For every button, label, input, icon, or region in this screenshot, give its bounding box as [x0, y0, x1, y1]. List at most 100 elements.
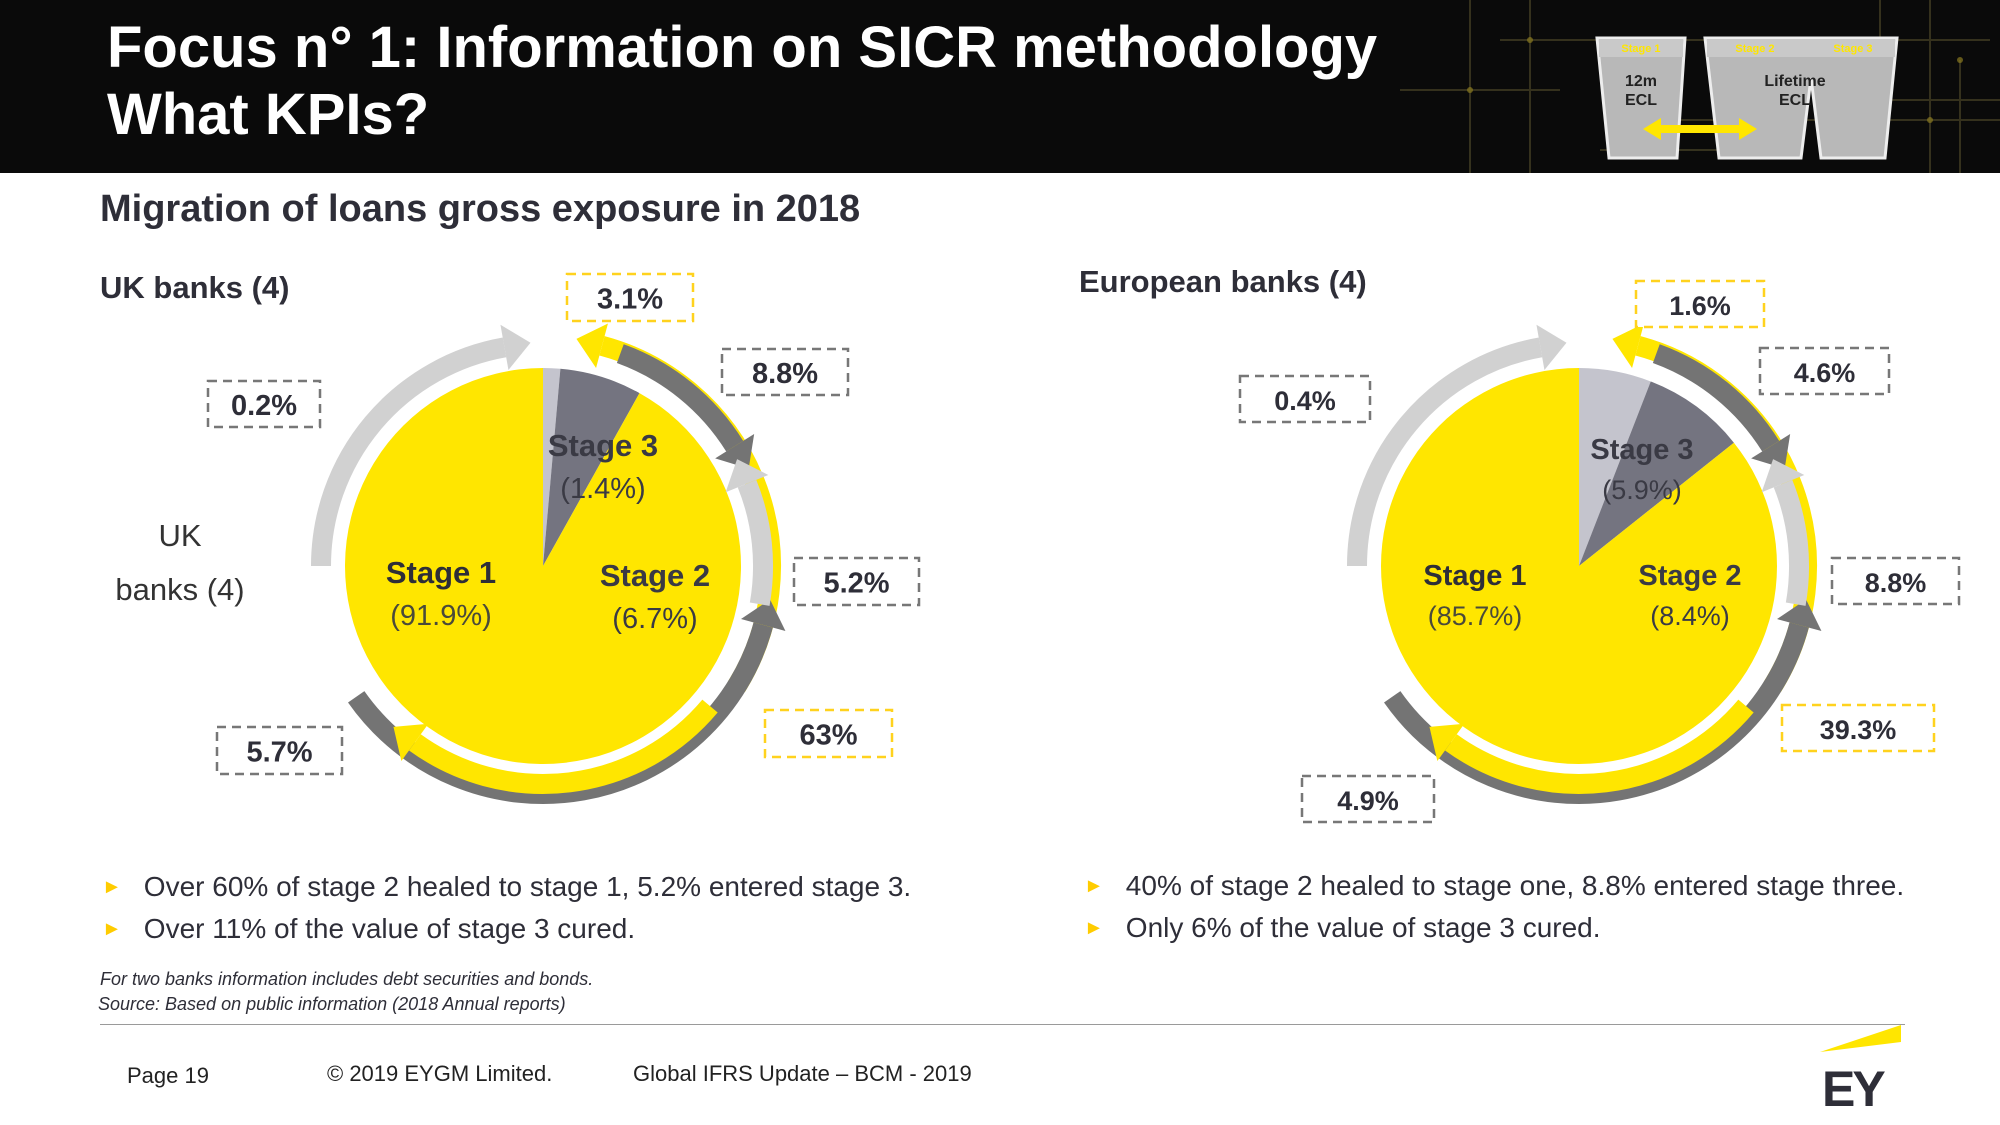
uk-migration-value-6: 8.8%: [752, 358, 818, 390]
eu-bullet-1: ► 40% of stage 2 healed to stage one, 8.8…: [1084, 870, 1904, 902]
bucket-lifetime-label-line1: Lifetime: [1764, 73, 1825, 90]
uk-label-stage-2: Stage 2: [600, 558, 710, 593]
header-banner: Focus n° 1: Information on SICR methodol…: [0, 0, 2000, 173]
double-arrow-icon: [1643, 118, 1757, 140]
eu-label-stage-3: Stage 3: [1590, 434, 1693, 466]
eu-migration-arrow-1: [1347, 337, 1543, 567]
eu-migration-value-3: 39.3%: [1820, 715, 1897, 745]
page-title-line1: Focus n° 1: Information on SICR methodol…: [107, 15, 1378, 80]
uk-panel-title: UK banks (4): [100, 270, 290, 305]
footer-divider: [100, 1024, 1905, 1025]
uk-value-stage-2: (6.7%): [612, 603, 697, 635]
eu-bullet-1-text: 40% of stage 2 healed to stage one, 8.8%…: [1125, 870, 1905, 901]
eu-migration-value-6: 4.6%: [1794, 358, 1856, 388]
bucket-12m-label-line2: ECL: [1625, 92, 1657, 109]
bucket-12m-label-line1: 12m: [1625, 73, 1657, 90]
uk-bullet-1: ► Over 60% of stage 2 healed to stage 1, …: [102, 871, 911, 903]
page-number: Page 19: [127, 1063, 209, 1088]
eu-migration-value-5: 1.6%: [1669, 291, 1731, 321]
eu-slice-stage-1: [1381, 368, 1777, 764]
eu-bullet-2: ► Only 6% of the value of stage 3 cured.: [1084, 912, 1601, 944]
eu-arrowhead-2-icon: [1612, 323, 1644, 368]
uk-bullet-1-text: Over 60% of stage 2 healed to stage 1, 5…: [143, 871, 912, 902]
eu-arrowhead-1-icon: [1536, 324, 1567, 371]
uk-bullet-2-text: Over 11% of the value of stage 3 cured.: [143, 913, 636, 944]
uk-label-stage-1: Stage 1: [386, 555, 496, 590]
uk-migration-chart: Stage 1 (91.9%) Stage 2 (6.7%) Stage 3 (1.4%)…: [206, 272, 921, 804]
copyright-text: © 2019 EYGM Limited.: [327, 1061, 553, 1086]
uk-migration-arrow-1: [311, 337, 507, 567]
uk-migration-arrow-6: [737, 479, 774, 606]
uk-migration-value-2: 0.2%: [231, 390, 297, 422]
ey-logo-text: EY: [1822, 1061, 1885, 1112]
bullet-arrow-icon: ►: [1084, 875, 1104, 897]
uk-migration-arrow-5: [409, 699, 718, 794]
eu-value-stage-2: (8.4%): [1650, 601, 1730, 631]
uk-migration-box-3: [763, 708, 894, 759]
eu-slice-stage-3: [1579, 368, 1651, 566]
uk-slice-stage-2: [543, 368, 640, 566]
eu-migration-chart: Stage 1 (85.7%) Stage 2 (8.4%) Stage 3 (5.9%)…: [1238, 279, 1961, 824]
eu-migration-arrow-5: [1445, 699, 1754, 794]
uk-value-stage-3: (1.4%): [560, 473, 645, 505]
eu-migration-box-2: [1238, 374, 1372, 424]
deck-title: Global IFRS Update – BCM - 2019: [633, 1061, 972, 1086]
eu-arrowhead-4-icon: [1777, 599, 1822, 631]
section-subtitle: Migration of loans gross exposure in 201…: [100, 188, 861, 230]
eu-migration-box-5: [1634, 279, 1766, 329]
ey-logo: EY: [1820, 1025, 1901, 1112]
uk-migration-value-1: 5.7%: [246, 737, 312, 769]
eu-label-stage-2: Stage 2: [1638, 560, 1741, 592]
uk-migration-value-3: 63%: [799, 720, 857, 752]
eu-value-stage-3: (5.9%): [1602, 475, 1682, 505]
uk-migration-box-2: [206, 379, 322, 429]
page-title-line2: What KPIs?: [107, 82, 430, 147]
bullet-arrow-icon: ►: [102, 876, 122, 898]
eu-value-stage-1: (85.7%): [1428, 601, 1523, 631]
uk-migration-box-6: [720, 347, 850, 397]
eu-slice-stage-2: [1579, 381, 1734, 566]
stage-tab-2: Stage 2: [1735, 43, 1774, 55]
uk-side-label-line1: UK: [158, 518, 201, 553]
uk-bullet-2: ► Over 11% of the value of stage 3 cured.: [102, 913, 635, 945]
ecl-buckets-graphic: Stage 1 12m ECL Stage 2 Stage 3 Lifetime…: [1595, 36, 1899, 160]
eu-migration-value-2: 0.4%: [1274, 386, 1336, 416]
bullet-arrow-icon: ►: [1084, 917, 1104, 939]
uk-side-label-line2: banks (4): [115, 572, 244, 607]
eu-migration-box-6: [1758, 346, 1891, 396]
bullet-arrow-icon: ►: [102, 918, 122, 940]
eu-migration-box-3: [1780, 703, 1936, 753]
uk-migration-value-4: 5.2%: [823, 568, 889, 600]
eu-migration-arrow-6: [1773, 479, 1810, 606]
uk-arrowhead-5-icon: [393, 723, 429, 761]
uk-arrowhead-1-icon: [500, 324, 531, 371]
footnote-debt-securities: For two banks information includes debt …: [100, 969, 594, 989]
eu-migration-box-1: [1300, 774, 1436, 824]
uk-arrowhead-2-icon: [576, 323, 608, 368]
eu-panel-title: European banks (4): [1079, 264, 1367, 299]
uk-arrowhead-4-icon: [741, 599, 786, 631]
uk-migration-value-5: 3.1%: [597, 284, 663, 316]
uk-arrowhead-3-icon: [715, 434, 755, 469]
eu-migration-box-4: [1830, 556, 1961, 606]
eu-migration-value-4: 8.8%: [1865, 568, 1927, 598]
uk-migration-box-4: [792, 556, 921, 607]
stage-tab-1: Stage 1: [1621, 43, 1660, 55]
ey-logo-beam: [1820, 1025, 1901, 1052]
eu-migration-arrow-3: [1652, 344, 1780, 452]
stage-tab-3: Stage 3: [1833, 43, 1872, 55]
uk-value-stage-1: (91.9%): [390, 600, 492, 632]
eu-migration-value-1: 4.9%: [1337, 786, 1399, 816]
eu-arrowhead-5-icon: [1429, 723, 1465, 761]
uk-slice-stage-3: [543, 368, 561, 566]
eu-bullet-2-text: Only 6% of the value of stage 3 cured.: [1125, 912, 1601, 943]
uk-migration-box-1: [215, 725, 344, 776]
uk-migration-box-5: [565, 272, 695, 323]
bucket-12m-rim: [1599, 39, 1683, 57]
uk-migration-arrow-3: [616, 344, 744, 452]
eu-label-stage-1: Stage 1: [1423, 560, 1526, 592]
eu-arrowhead-6-icon: [1761, 459, 1805, 493]
uk-label-stage-3: Stage 3: [548, 428, 658, 463]
uk-slice-stage-1: [345, 368, 741, 764]
